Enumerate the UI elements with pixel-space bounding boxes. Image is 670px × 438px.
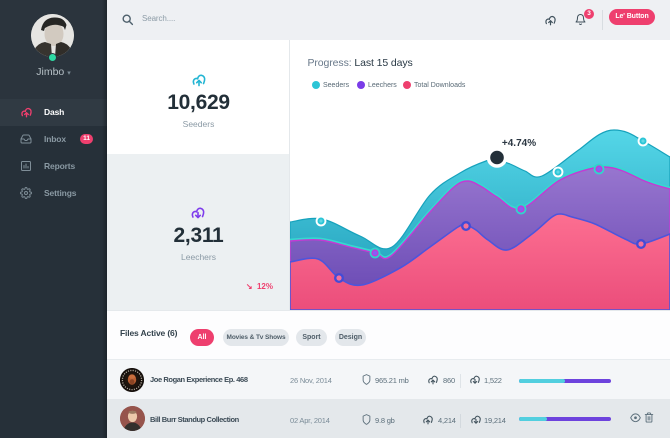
svg-text:+4.74%: +4.74% <box>502 138 536 149</box>
